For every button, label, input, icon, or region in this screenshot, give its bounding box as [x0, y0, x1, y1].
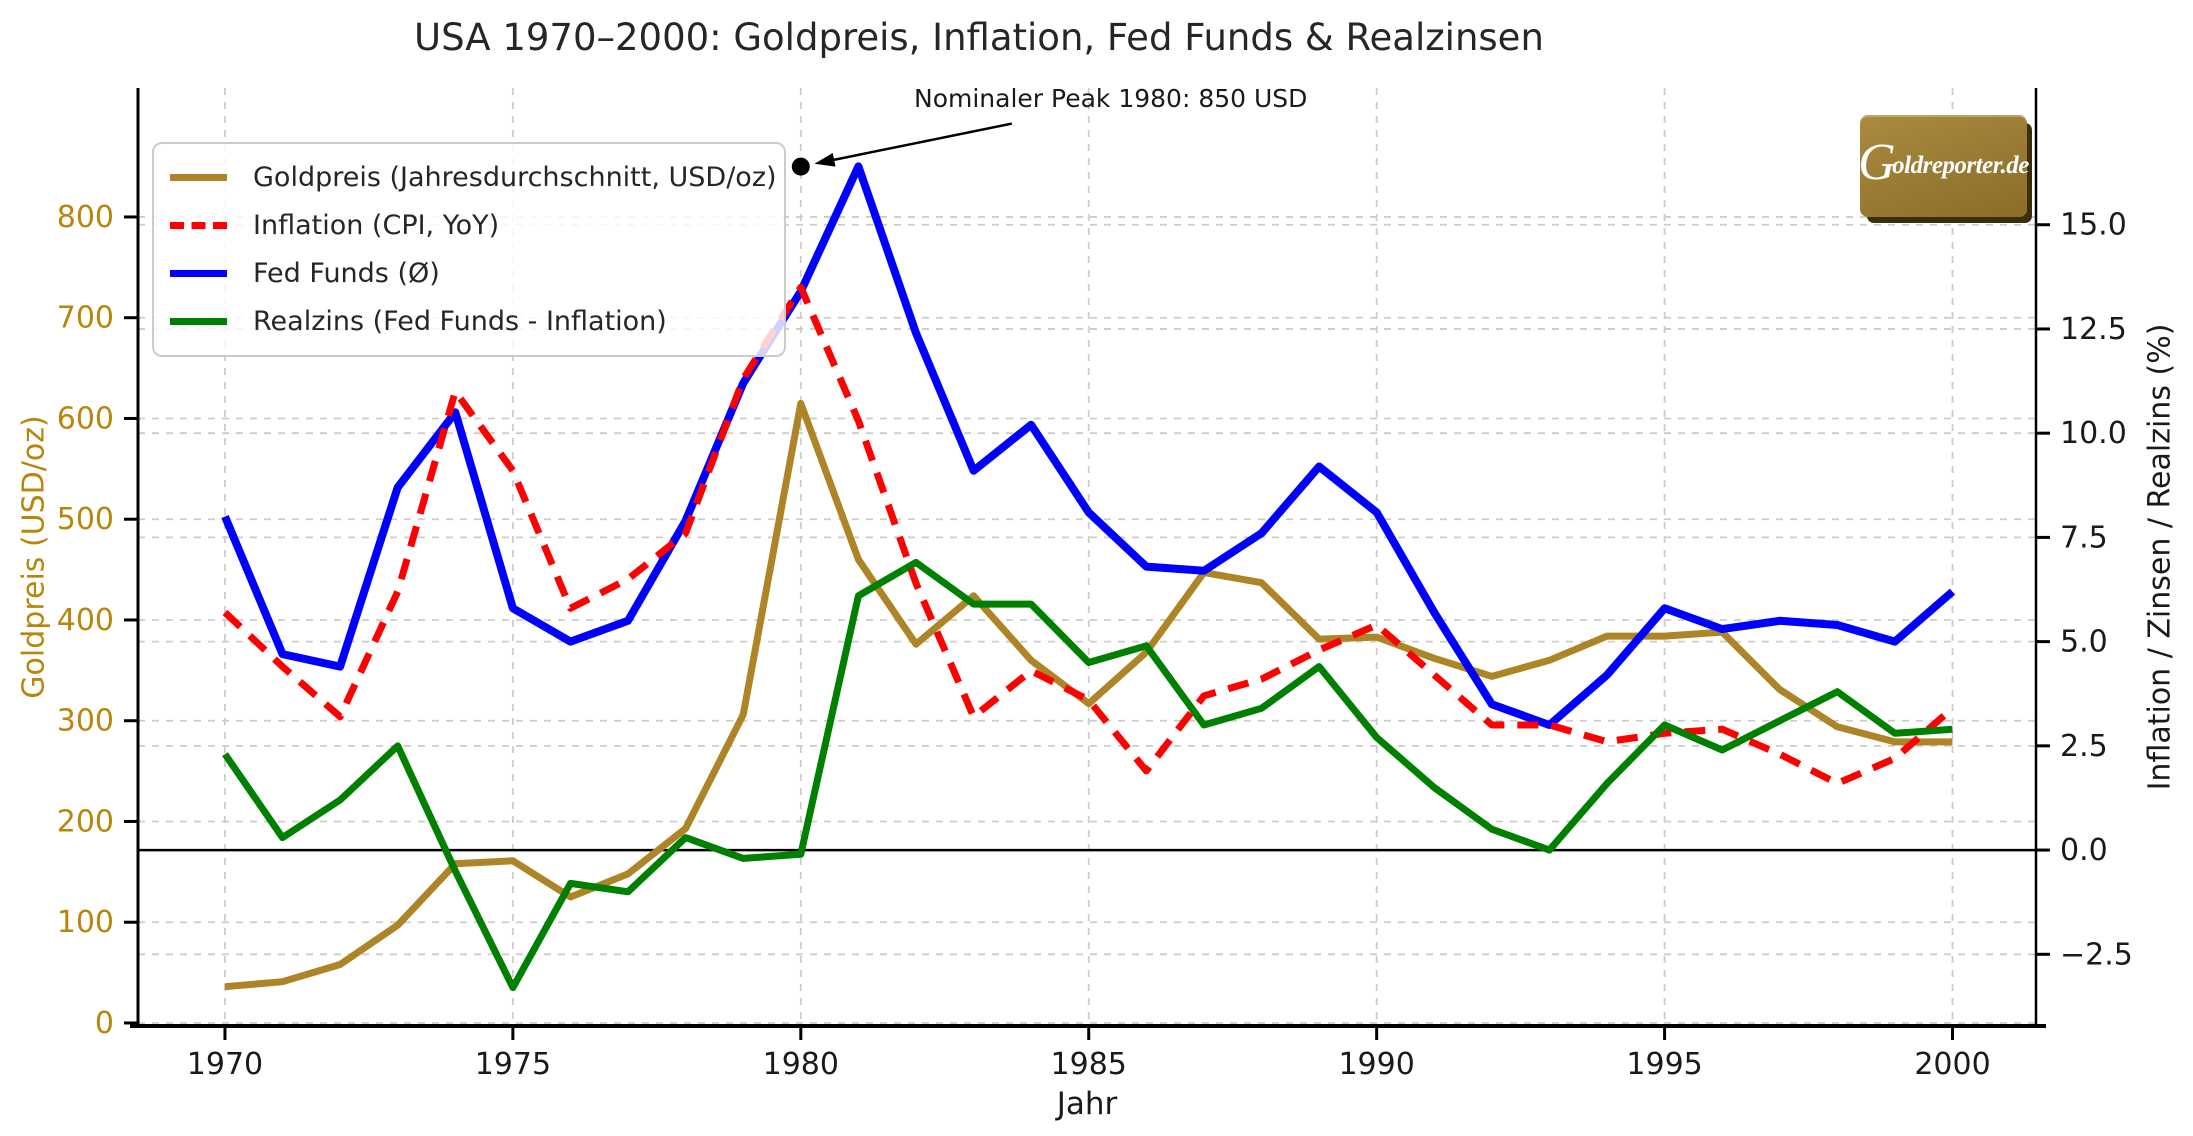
y-left-tick-label: 700 — [57, 301, 114, 336]
legend: Goldpreis (Jahresdurchschnitt, USD/oz) I… — [152, 142, 786, 357]
annotation-peak-label: Nominaler Peak 1980: 850 USD — [914, 84, 1308, 113]
legend-label: Inflation (CPI, YoY) — [253, 210, 500, 242]
legend-item-fed-funds: Fed Funds (Ø) — [170, 250, 784, 298]
x-tick-label: 1990 — [1338, 1047, 1414, 1082]
x-tick-label: 1980 — [763, 1047, 839, 1082]
y-left-tick-label: 200 — [57, 804, 114, 839]
y-right-tick-label: 2.5 — [2060, 729, 2108, 764]
y-right-tick-label: 0.0 — [2060, 833, 2108, 868]
legend-label: Fed Funds (Ø) — [253, 257, 440, 289]
y-left-tick-label: 100 — [57, 905, 114, 940]
x-axis-label: Jahr — [1056, 1086, 1118, 1122]
series-line-fed-funds — [221, 162, 1956, 729]
y-left-tick-label: 0 — [95, 1006, 114, 1041]
y-right-tick-label: −2.5 — [2060, 937, 2133, 972]
annotation-peak-dot-icon — [791, 157, 810, 176]
x-tick-label: 1975 — [475, 1047, 551, 1082]
inflation-line-sample-icon — [170, 222, 227, 230]
realzins-line-sample-icon — [170, 317, 227, 325]
fed-funds-line-sample-icon — [170, 269, 227, 277]
legend-label: Realzins (Fed Funds - Inflation) — [253, 305, 667, 337]
page-title: USA 1970–2000: Goldpreis, Inflation, Fed… — [414, 16, 1544, 59]
y-left-axis-label: Goldpreis (USD/oz) — [16, 415, 52, 699]
y-left-tick-label: 300 — [57, 704, 114, 739]
x-tick-label: 1985 — [1051, 1047, 1127, 1082]
y-left-tick-label: 600 — [57, 401, 114, 436]
x-tick-label: 2000 — [1914, 1047, 1990, 1082]
y-right-tick-label: 7.5 — [2060, 520, 2108, 555]
annotation-arrow-line — [829, 122, 1013, 162]
annotation-arrowhead-icon — [814, 152, 836, 167]
x-tick-label: 1970 — [187, 1047, 263, 1082]
logo-g-glyph: G — [1858, 134, 1896, 191]
y-left-tick-label: 500 — [57, 502, 114, 537]
y-left-tick-label: 800 — [57, 200, 114, 235]
series-line-goldpreis — [224, 399, 1953, 991]
y-right-tick-label: 15.0 — [2060, 208, 2127, 243]
legend-item-realzins: Realzins (Fed Funds - Inflation) — [170, 297, 784, 345]
y-right-tick-label: 10.0 — [2060, 416, 2127, 451]
y-right-tick-label: 12.5 — [2060, 312, 2127, 347]
series-line-inflation — [222, 283, 1955, 787]
series-line-realzins — [222, 558, 1953, 992]
y-right-tick-label: 5.0 — [2060, 625, 2108, 660]
goldpreis-line-sample-icon — [170, 174, 227, 182]
legend-item-goldpreis: Goldpreis (Jahresdurchschnitt, USD/oz) — [170, 154, 784, 202]
y-right-axis-label: Inflation / Zinsen / Realzins (%) — [2142, 323, 2178, 791]
legend-item-inflation: Inflation (CPI, YoY) — [170, 202, 784, 250]
goldreporter-logo-text: Goldreporter.de — [1858, 134, 2029, 191]
goldreporter-logo: Goldreporter.de — [1858, 115, 2029, 217]
y-left-tick-label: 400 — [57, 603, 114, 638]
legend-label: Goldpreis (Jahresdurchschnitt, USD/oz) — [253, 162, 777, 194]
x-tick-label: 1995 — [1626, 1047, 1702, 1082]
